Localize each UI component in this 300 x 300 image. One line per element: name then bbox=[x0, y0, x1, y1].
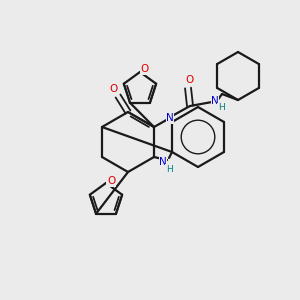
Text: O: O bbox=[185, 75, 193, 85]
Text: O: O bbox=[107, 176, 115, 186]
Text: H: H bbox=[218, 103, 224, 112]
Text: H: H bbox=[166, 164, 172, 173]
Text: N: N bbox=[159, 157, 167, 167]
Text: N: N bbox=[211, 96, 219, 106]
Text: O: O bbox=[141, 64, 149, 74]
Text: N: N bbox=[166, 113, 174, 123]
Text: O: O bbox=[109, 84, 117, 94]
